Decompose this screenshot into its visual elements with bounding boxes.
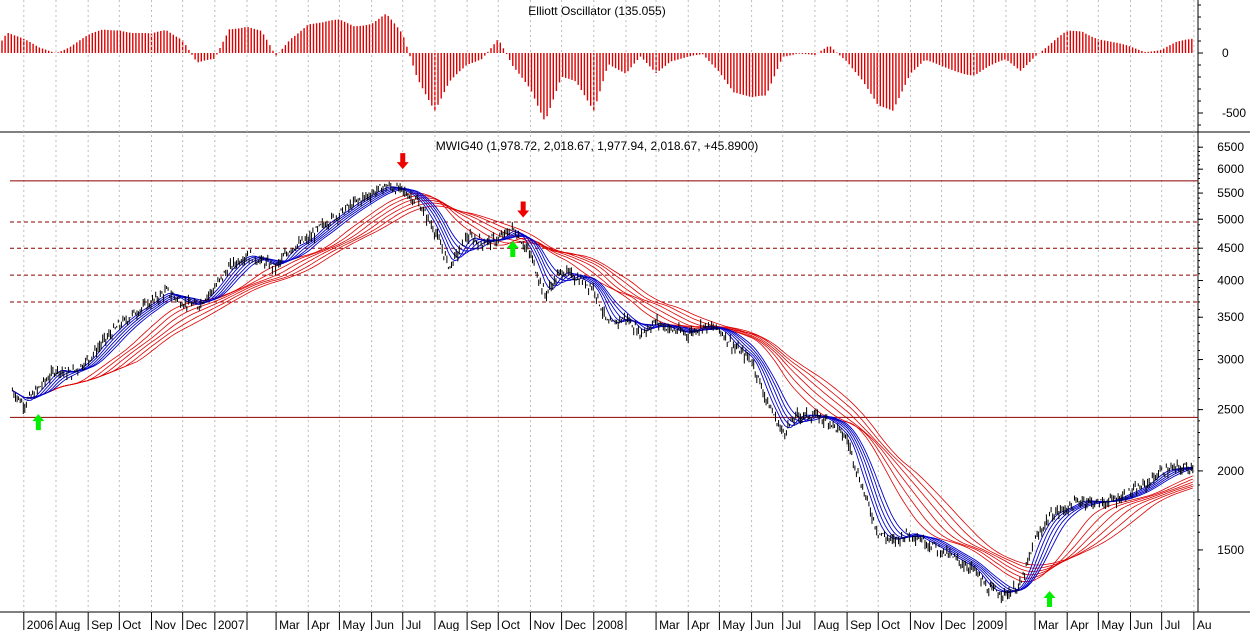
x-tick-label: Jul: [786, 618, 801, 631]
oscillator-ytick-label: -500: [1222, 106, 1246, 120]
x-tick-label: Apr: [1070, 618, 1089, 631]
long-average-line: [12, 202, 1193, 569]
x-tick-label: Mar: [659, 618, 680, 631]
short-average-line: [12, 186, 1193, 593]
x-tick-label: Au: [1197, 618, 1212, 631]
buy-arrow-up: [506, 241, 519, 258]
x-tick-label: Nov: [533, 618, 554, 631]
x-tick-label: Jun: [375, 618, 394, 631]
x-tick-label: Aug: [818, 618, 839, 631]
x-tick-label: 2009: [977, 618, 1004, 631]
short-average-line: [12, 186, 1193, 593]
x-tick-label: Jul: [406, 618, 421, 631]
buy-arrow-up: [1043, 591, 1056, 607]
x-tick-label: Sep: [470, 618, 492, 631]
long-average-line: [12, 200, 1193, 572]
x-tick-label: Jul: [1165, 618, 1180, 631]
price-ytick-label: 3500: [1217, 310, 1244, 324]
sell-arrow-down: [517, 201, 530, 218]
x-tick-label: 2008: [597, 618, 624, 631]
x-tick-label: 2006: [27, 618, 54, 631]
x-tick-label: Nov: [913, 618, 934, 631]
oscillator-title: Elliott Oscillator (135.055): [528, 4, 665, 18]
x-tick-label: Mar: [279, 618, 300, 631]
price-title: MWIG40 (1,978.72, 2,018.67, 1,977.94, 2,…: [436, 139, 759, 153]
long-average-line: [12, 192, 1193, 583]
x-tick-label: 2007: [218, 618, 245, 631]
x-tick-label: Oct: [501, 618, 520, 631]
x-tick-label: Sep: [91, 618, 113, 631]
x-tick-label: Sep: [850, 618, 872, 631]
x-tick-label: May: [1101, 618, 1124, 631]
price-ytick-label: 2500: [1217, 403, 1244, 417]
x-tick-label: Mar: [1038, 618, 1059, 631]
price-ytick-label: 1500: [1217, 543, 1244, 557]
x-tick-label: Dec: [565, 618, 586, 631]
sell-arrow-down: [396, 153, 409, 170]
oscillator-ytick-label: 0: [1222, 46, 1229, 60]
x-tick-label: Apr: [691, 618, 710, 631]
x-tick-label: Oct: [122, 618, 141, 631]
x-tick-label: Jun: [755, 618, 774, 631]
oscillator-panel: 0 -500: [0, 0, 1250, 133]
price-ytick-label: 5000: [1217, 212, 1244, 226]
price-ytick-label: 2000: [1217, 464, 1244, 478]
price-ytick-label: 5500: [1217, 186, 1244, 200]
x-tick-label: May: [342, 618, 365, 631]
short-average-line: [12, 187, 1193, 592]
long-average-line: [12, 197, 1193, 576]
price-ytick-label: 6000: [1217, 162, 1244, 176]
short-average-line: [12, 188, 1193, 592]
x-tick-label: Aug: [59, 618, 80, 631]
x-tick-label: Dec: [945, 618, 966, 631]
price-ytick-label: 3000: [1217, 353, 1244, 367]
long-average-line: [12, 195, 1193, 579]
x-tick-label: Aug: [438, 618, 459, 631]
price-ytick-label: 4000: [1217, 274, 1244, 288]
x-tick-label: Nov: [155, 618, 176, 631]
x-tick-label: Dec: [186, 618, 207, 631]
x-tick-label: Oct: [881, 618, 900, 631]
short-average-line: [12, 188, 1193, 591]
x-tick-label: Apr: [311, 618, 330, 631]
price-ytick-label: 6500: [1217, 140, 1244, 154]
long-average-line: [12, 205, 1193, 566]
buy-arrow-up: [32, 414, 45, 431]
x-tick-label: Jun: [1134, 618, 1153, 631]
x-tick-label: May: [722, 618, 745, 631]
price-ytick-label: 4500: [1217, 241, 1244, 255]
